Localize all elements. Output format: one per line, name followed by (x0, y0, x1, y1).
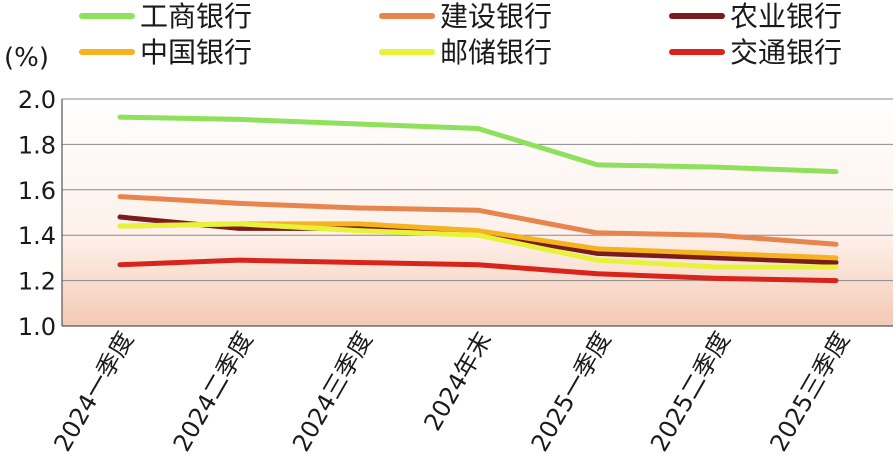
x-tick-label: 2024一季度 (48, 327, 139, 456)
x-tick-label: 2024二季度 (168, 327, 259, 456)
legend-label: 邮储银行 (440, 36, 552, 69)
legend-label: 农业银行 (730, 0, 842, 33)
y-tick-label: 1.8 (18, 131, 56, 159)
legend-label: 工商银行 (140, 0, 252, 33)
series-line (117, 257, 839, 284)
legend-item: 交通银行 (669, 36, 842, 69)
x-tick-label: 2025三季度 (764, 327, 855, 456)
y-tick-label: 1.6 (18, 177, 56, 205)
series-line (117, 194, 839, 247)
legend-item: 建设银行 (379, 0, 552, 33)
legend-item: 中国银行 (79, 36, 252, 69)
legend-item: 农业银行 (669, 0, 842, 33)
legend-item: 工商银行 (79, 0, 252, 33)
legend-label: 建设银行 (440, 0, 552, 33)
legend-item: 邮储银行 (379, 36, 552, 69)
series-line (117, 221, 839, 270)
y-tick-label: 2.0 (18, 86, 56, 114)
y-tick-label: 1.0 (18, 313, 56, 341)
x-tick-label: 2025二季度 (645, 327, 736, 456)
y-axis-unit-label: (%) (4, 43, 49, 73)
y-tick-label: 1.2 (18, 268, 56, 296)
series-line (117, 114, 839, 175)
y-tick-label: 1.4 (18, 222, 56, 250)
x-tick-label: 2024年末 (418, 327, 497, 435)
legend-label: 中国银行 (140, 36, 252, 69)
x-tick-label: 2025一季度 (526, 327, 617, 456)
plot-area: 1.0 1.2 1.4 1.6 1.8 2.0 2024一季度 2024二季度 2024三季度 2… (18, 86, 893, 456)
x-tick-label: 2024三季度 (287, 327, 378, 456)
legend-label: 交通银行 (730, 36, 842, 69)
